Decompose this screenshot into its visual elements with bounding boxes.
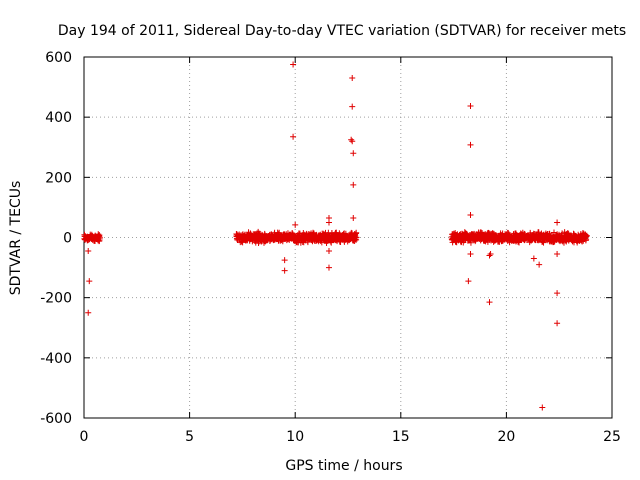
outlier-point <box>467 141 474 148</box>
outlier-point <box>349 138 356 145</box>
outlier-point <box>290 61 297 68</box>
chart-title: Day 194 of 2011, Sidereal Day-to-day VTE… <box>58 23 626 39</box>
y-tick-label: -600 <box>40 411 72 427</box>
outlier-point <box>86 278 93 285</box>
y-tick-label: 400 <box>45 110 72 126</box>
y-axis-label: SDTVAR / TECUs <box>8 181 24 296</box>
x-axis-label: GPS time / hours <box>285 458 402 474</box>
outlier-point <box>539 404 546 411</box>
data-point <box>583 232 590 239</box>
outlier-point <box>467 251 474 258</box>
outlier-point <box>325 219 332 226</box>
x-tick-label: 20 <box>497 429 515 445</box>
outlier-point <box>281 267 288 274</box>
x-tick-label: 10 <box>286 429 304 445</box>
outlier-point <box>292 221 299 228</box>
data-point <box>505 230 512 237</box>
outlier-point <box>325 264 332 271</box>
outlier-point <box>350 181 357 188</box>
data-point <box>579 238 586 245</box>
outlier-point <box>290 133 297 140</box>
outlier-point <box>85 248 92 255</box>
outlier-point <box>486 299 493 306</box>
outlier-point <box>554 320 561 327</box>
outlier-point <box>467 103 474 110</box>
outlier-point <box>350 214 357 221</box>
outlier-point <box>349 103 356 110</box>
data-point <box>353 234 360 241</box>
y-tick-label: 200 <box>45 170 72 186</box>
data-point <box>96 235 103 242</box>
y-tick-label: -200 <box>40 291 72 307</box>
axis-ticks: 0 5 10 15 20 25 -600 -400 -200 0 200 400 600 <box>40 50 621 445</box>
outlier-point <box>467 211 474 218</box>
outlier-point <box>554 219 561 226</box>
outlier-point <box>487 251 494 258</box>
data-points <box>81 61 590 411</box>
y-tick-label: -400 <box>40 351 72 367</box>
grid-lines <box>84 57 612 418</box>
x-tick-label: 15 <box>392 429 410 445</box>
outlier-point <box>530 255 537 262</box>
y-tick-label: 0 <box>63 231 72 247</box>
outlier-point <box>554 290 561 297</box>
outlier-point <box>350 150 357 157</box>
x-tick-label: 0 <box>80 429 89 445</box>
outlier-point <box>536 261 543 268</box>
outlier-point <box>486 252 493 259</box>
outlier-point <box>85 309 92 316</box>
outlier-point <box>348 136 355 143</box>
x-tick-label: 25 <box>603 429 621 445</box>
outlier-point <box>281 257 288 264</box>
y-tick-label: 600 <box>45 50 72 66</box>
outlier-point <box>554 251 561 258</box>
x-tick-label: 5 <box>185 429 194 445</box>
data-point <box>540 239 547 246</box>
outlier-point <box>325 248 332 255</box>
outlier-point <box>465 278 472 285</box>
outlier-point <box>349 75 356 82</box>
